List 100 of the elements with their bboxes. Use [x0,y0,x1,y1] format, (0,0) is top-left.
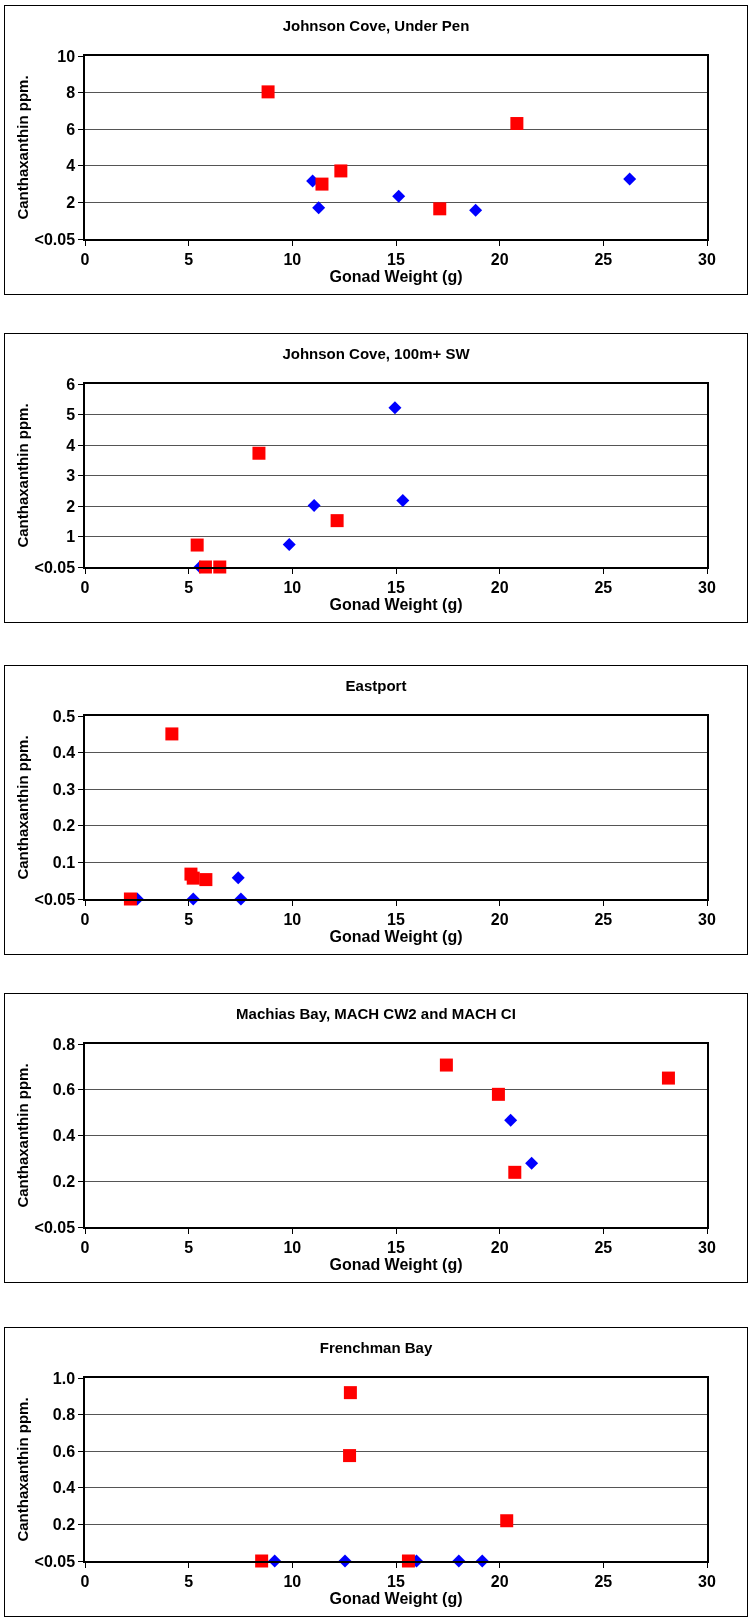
point [491,1087,505,1101]
point [165,727,179,741]
y-axis-title: Canthaxanthin ppm. [14,75,32,220]
point [252,446,266,460]
point [396,494,410,508]
y-tick-label: 0.8 [52,1406,76,1424]
x-tick-label: 30 [698,1572,716,1590]
point [525,1156,539,1170]
y-tick-label: 0.6 [52,1081,76,1099]
point [343,1386,357,1400]
x-tick-label: 20 [490,910,509,928]
y-tick-label: 2 [66,194,76,211]
y-tick-label: 6 [66,120,76,138]
chart-title: Machias Bay, MACH CW2 and MACH CI [236,1004,516,1022]
y-tick-label: 6 [66,375,76,393]
point [312,201,326,215]
x-tick-label: 25 [594,1572,613,1590]
x-tick-label: 0 [80,1572,90,1590]
point [500,1514,514,1528]
y-tick-label: 0.4 [52,1127,76,1145]
y-tick-label: 0.4 [52,744,76,762]
y-tick-label: 4 [66,436,76,454]
x-tick-label: 25 [594,1238,613,1256]
x-axis-title: Gonad Weight (g) [329,268,463,286]
point [392,189,406,203]
x-tick-label: 0 [80,910,90,928]
y-tick-label: 0.5 [52,707,76,725]
y-tick-label: 0.2 [52,1172,76,1190]
point [231,871,245,885]
y-tick-label: <0.05 [34,890,76,908]
y-tick-label: 1.0 [52,1369,76,1387]
y-tick-label: 3 [66,467,76,485]
point [282,537,296,551]
x-axis-title: Gonad Weight (g) [329,596,463,614]
x-tick-label: 15 [387,1238,405,1256]
y-tick-label: 0.3 [52,780,76,798]
point [469,203,483,217]
y-tick-label: 4 [66,157,76,175]
x-axis-title: Gonad Weight (g) [329,1256,463,1274]
y-tick-label: 0.4 [52,1479,76,1497]
y-tick-label: 2 [66,497,76,515]
x-tick-label: 25 [594,910,613,928]
y-tick-label: 1 [66,528,76,546]
point [190,538,204,552]
point [433,202,447,216]
x-axis-title: Gonad Weight (g) [329,928,463,946]
point [343,1449,357,1463]
x-tick-label: 10 [283,910,302,928]
x-tick-label: 30 [698,1238,716,1256]
y-tick-label: 10 [57,47,76,65]
x-tick-label: 15 [387,910,405,928]
point [439,1058,453,1072]
x-tick-label: 0 [80,250,90,268]
x-tick-label: 10 [283,1238,302,1256]
x-tick-label: 25 [594,250,613,268]
x-tick-label: 10 [283,1572,302,1590]
x-tick-label: 5 [184,910,194,928]
x-tick-label: 20 [490,578,509,596]
x-tick-label: 10 [283,250,302,268]
y-tick-label: <0.05 [34,230,76,248]
x-tick-label: 15 [387,250,405,268]
y-tick-label: 0.1 [52,854,76,871]
x-tick-label: 20 [490,1238,509,1256]
x-tick-label: 30 [698,578,716,596]
x-tick-label: 20 [490,1572,509,1590]
y-tick-label: <0.05 [34,1552,76,1570]
x-tick-label: 5 [184,250,194,268]
y-tick-label: 0.8 [52,1035,76,1053]
x-tick-label: 5 [184,1572,194,1590]
y-tick-label: <0.05 [34,1218,76,1236]
point [199,873,213,887]
y-tick-label: 5 [66,406,76,424]
x-tick-label: 25 [594,578,613,596]
x-axis-title: Gonad Weight (g) [329,1590,463,1608]
x-tick-label: 30 [698,910,716,928]
x-tick-label: 0 [80,1238,90,1256]
y-axis-title: Canthaxanthin ppm. [14,1397,32,1542]
y-axis-title: Canthaxanthin ppm. [14,735,32,880]
point [307,498,321,512]
x-tick-label: 0 [80,578,90,596]
x-tick-label: 15 [387,578,405,596]
x-tick-label: 5 [184,1238,194,1256]
point [388,401,402,415]
point [504,1113,518,1127]
chart-title: Johnson Cove, 100m+ SW [282,344,471,362]
y-tick-label: 8 [66,84,76,102]
point [261,85,275,99]
x-tick-label: 5 [184,578,194,596]
point [623,172,637,186]
y-tick-label: 0.6 [52,1442,76,1460]
chart-title: Frenchman Bay [319,1338,433,1356]
x-tick-label: 30 [698,250,716,268]
y-axis-title: Canthaxanthin ppm. [14,1063,32,1208]
point [508,1165,522,1179]
x-tick-label: 10 [283,578,302,596]
y-axis-title: Canthaxanthin ppm. [14,403,32,548]
point [315,177,329,191]
x-tick-label: 20 [490,250,509,268]
chart-title: Johnson Cove, Under Pen [282,16,470,34]
chart-title: Eastport [345,676,407,694]
